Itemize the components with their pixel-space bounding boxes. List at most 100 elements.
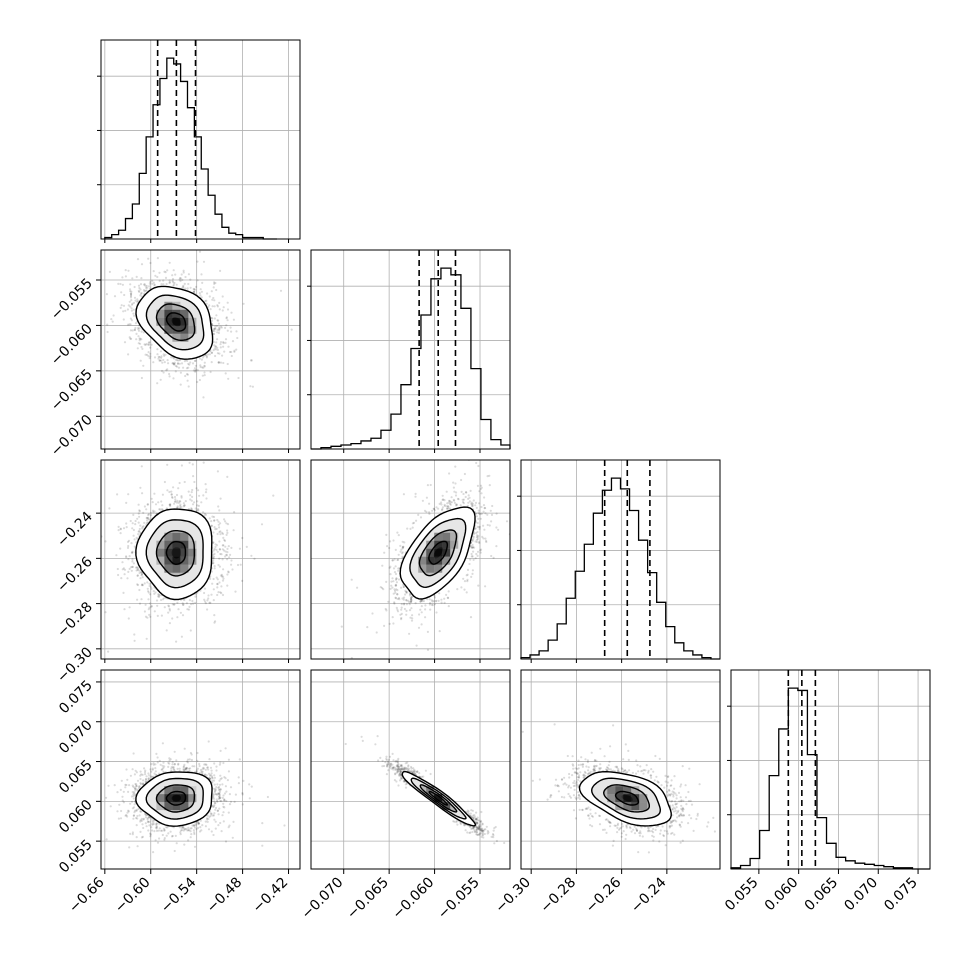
scatter-point [141, 526, 144, 529]
density-block [434, 532, 443, 541]
scatter-point [576, 772, 579, 775]
scatter-point [579, 780, 582, 783]
scatter-point [229, 800, 233, 803]
scatter-point [387, 761, 390, 764]
scatter-point [137, 512, 140, 515]
scatter-point [594, 812, 597, 815]
scatter-point [404, 786, 408, 789]
scatter-point [479, 832, 482, 835]
scatter-point [472, 558, 475, 562]
scatter-point [687, 790, 690, 794]
scatter-point [386, 765, 389, 768]
panel-frame [520, 669, 721, 870]
scatter-point [478, 541, 481, 545]
scatter-point [187, 282, 190, 286]
scatter-point [188, 461, 191, 464]
scatter-point [428, 511, 431, 514]
scatter-point [463, 824, 466, 827]
density-block [164, 325, 173, 334]
scatter-point [216, 518, 219, 522]
scatter-point [481, 823, 484, 826]
scatter-point [401, 597, 404, 600]
scatter-point [480, 486, 483, 489]
scatter-point [218, 540, 221, 543]
scatter-point [147, 517, 150, 521]
scatter-point [475, 538, 478, 542]
scatter-point [196, 279, 199, 282]
scatter-point [681, 808, 684, 811]
scatter-point [171, 279, 174, 283]
scatter-point [180, 506, 183, 509]
scatter-point [681, 806, 684, 810]
scatter-point [441, 508, 444, 511]
scatter-point [186, 379, 189, 382]
scatter-point [678, 815, 681, 818]
scatter-point [472, 816, 475, 819]
scatter-point [486, 475, 489, 478]
scatter-point [216, 593, 219, 597]
scatter-point [405, 782, 408, 785]
scatter-point [136, 583, 140, 587]
scatter-point [146, 581, 149, 584]
scatter-point [236, 336, 239, 340]
scatter-point [400, 767, 403, 770]
scatter-point [397, 553, 400, 556]
scatter-point [175, 365, 179, 368]
x-tick-label: −0.055 [435, 875, 483, 923]
scatter-point [195, 487, 198, 490]
scatter-point [625, 826, 628, 829]
scatter-point [404, 593, 407, 596]
scatter-point [175, 493, 179, 497]
scatter-point [218, 790, 222, 794]
scatter-point [374, 743, 377, 746]
scatter-point [466, 578, 469, 581]
scatter-point [117, 529, 120, 532]
scatter-point [398, 765, 401, 769]
scatter-point [237, 782, 240, 785]
scatter-point [426, 484, 429, 487]
density-block [418, 564, 427, 573]
scatter-point [126, 323, 130, 326]
density-block [156, 556, 165, 565]
scatter-point [675, 812, 678, 815]
scatter-point [549, 796, 552, 799]
scatter-point [409, 600, 412, 603]
scatter-point [217, 786, 220, 789]
density-block [172, 794, 181, 803]
scatter-point [622, 830, 625, 833]
scatter-point [125, 783, 128, 787]
scatter-point [675, 820, 678, 823]
scatter-point [149, 346, 152, 349]
scatter-point [132, 308, 135, 311]
scatter-point [696, 814, 699, 817]
scatter-point [443, 503, 446, 506]
scatter-point [168, 757, 171, 760]
scatter-point [682, 814, 685, 817]
scatter-point [413, 770, 417, 773]
scatter-point [464, 829, 467, 832]
scatter-point [218, 789, 221, 792]
scatter-point [212, 553, 215, 556]
scatter-point [392, 766, 395, 769]
scatter-point [172, 281, 175, 284]
scatter-point [410, 596, 413, 599]
scatter-point [400, 616, 403, 620]
scatter-point [553, 876, 555, 878]
scatter-point [133, 538, 136, 541]
scatter-point [212, 332, 215, 336]
scatter-point [609, 768, 612, 771]
scatter-point [157, 595, 160, 598]
scatter-point [168, 607, 171, 611]
histogram-panel-0 [97, 39, 301, 240]
scatter-point [224, 372, 227, 375]
scatter-point [183, 747, 186, 750]
scatter-point [173, 762, 176, 766]
scatter-point [139, 770, 142, 773]
scatter-point [210, 361, 213, 364]
scatter-point [182, 766, 185, 769]
scatter-point [189, 278, 192, 281]
scatter-point [573, 771, 576, 774]
scatter-point [161, 598, 165, 601]
scatter-point [135, 566, 138, 569]
scatter-point [218, 548, 221, 551]
